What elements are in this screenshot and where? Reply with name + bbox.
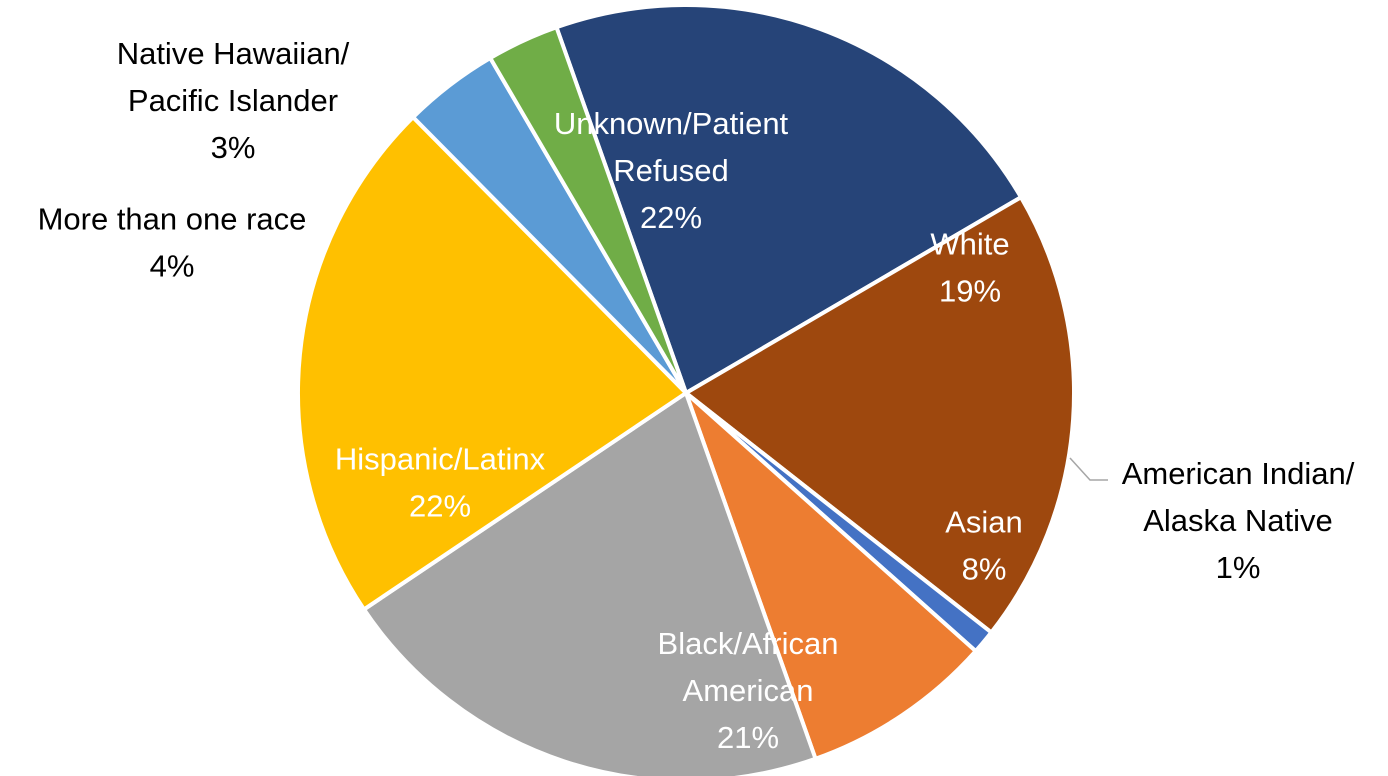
slice-name-black: American: [683, 673, 814, 708]
slice-name-american_indian: American Indian/: [1122, 456, 1355, 491]
slice-name-nhpi: Pacific Islander: [128, 83, 338, 118]
slices-layer: [296, 3, 1076, 776]
pie-slice-white: [684, 195, 1076, 635]
slice-percent-unknown: 22%: [640, 200, 702, 235]
slice-label-american_indian: American Indian/Alaska Native 1%: [1122, 456, 1355, 585]
slice-label-hispanic: Hispanic/Latinx 22%: [335, 442, 546, 524]
slice-percent-asian: 8%: [962, 552, 1007, 587]
slice-name-multi: More than one race: [38, 202, 307, 237]
slice-label-nhpi: Native Hawaiian/Pacific Islander 3%: [117, 36, 350, 165]
slice-name-nhpi: Native Hawaiian/: [117, 36, 350, 71]
pie-slice-asian: [684, 391, 978, 761]
pie-slice-unknown: [554, 3, 1023, 395]
slice-percent-nhpi: 3%: [211, 130, 256, 165]
pie-slice-nhpi: [488, 25, 688, 395]
slice-percent-black: 21%: [717, 720, 779, 755]
slice-label-white: White 19%: [930, 227, 1009, 309]
labels-layer: Unknown/Patient Refused 22% White 19% America…: [38, 36, 1355, 755]
slice-percent-white: 19%: [939, 274, 1001, 309]
slice-percent-multi: 4%: [150, 249, 195, 284]
slice-label-asian: Asian 8%: [945, 505, 1023, 587]
leaders-layer: [1069, 457, 1108, 481]
slice-label-black: Black/African American 21%: [658, 626, 839, 755]
leader-line-american_indian: [1069, 457, 1108, 481]
slice-name-asian: Asian: [945, 505, 1023, 540]
slice-percent-hispanic: 22%: [409, 489, 471, 524]
pie-slice-hispanic: [296, 115, 688, 612]
slice-name-american_indian: Alaska Native: [1143, 503, 1333, 538]
slice-name-white: White: [930, 227, 1009, 262]
slice-name-unknown: Unknown/Patient: [554, 106, 789, 141]
slice-label-unknown: Unknown/Patient Refused 22%: [554, 106, 789, 235]
slice-label-multi: More than one race 4%: [38, 202, 307, 284]
pie-slice-black: [361, 391, 818, 776]
slice-name-hispanic: Hispanic/Latinx: [335, 442, 546, 477]
slice-name-unknown: Refused: [613, 153, 728, 188]
slice-percent-american_indian: 1%: [1216, 550, 1261, 585]
slice-name-black: Black/African: [658, 626, 839, 661]
